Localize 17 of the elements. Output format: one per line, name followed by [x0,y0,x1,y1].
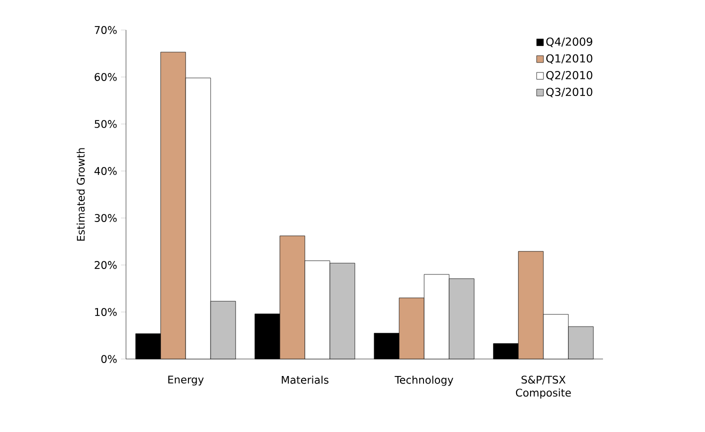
legend-label: Q4/2009 [546,38,592,48]
legend-label: Q3/2010 [546,88,592,98]
x-tick-label: Materials [282,376,328,384]
legend-label: Q1/2010 [546,54,592,64]
y-tick-label: 0% [101,355,117,363]
x-tick-label: S&P/TSX Composite [516,376,571,399]
y-tick-label: 70% [94,26,117,34]
y-tick-label: 40% [94,167,117,175]
x-tick-label: Energy [168,376,204,386]
legend-label: Q2/2010 [546,70,592,81]
y-axis-title: Estimated Growth [76,148,85,241]
y-tick-label: 50% [94,120,117,128]
y-tick-label: 10% [95,308,117,316]
y-tick-label: 20% [94,261,117,269]
y-tick-label: 30% [94,214,117,222]
x-tick-label: Technology [394,376,454,386]
y-tick-label: 60% [94,73,117,81]
